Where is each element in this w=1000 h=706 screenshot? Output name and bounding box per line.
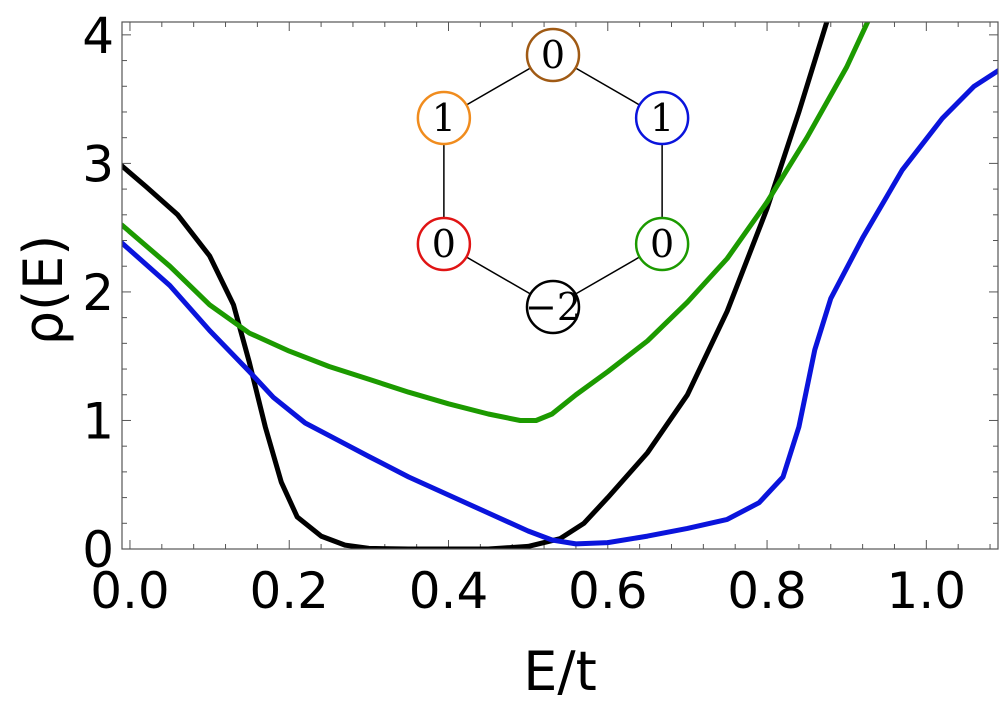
x-tick-label: 1.0 — [887, 562, 967, 620]
plot-frame — [121, 21, 999, 550]
series-line-3 — [122, 68, 998, 547]
hexagon-node — [416, 90, 472, 146]
x-axis-title: E/t — [523, 640, 597, 703]
y-tick-label: 0 — [82, 521, 114, 579]
hexagon-node — [634, 216, 690, 272]
hexagon-node-label: 0 — [650, 222, 674, 266]
hexagon-node-label: 1 — [650, 96, 674, 140]
x-tick-label: 0.2 — [249, 562, 329, 620]
hexagon-node — [634, 90, 690, 146]
x-tick-label: 0.4 — [409, 562, 489, 620]
y-tick-label: 1 — [82, 392, 114, 450]
hexagon-node-label: −2 — [525, 285, 581, 329]
x-tick-label: 0.8 — [727, 562, 807, 620]
y-tick-label: 3 — [82, 135, 114, 193]
hexagon-node — [525, 27, 581, 83]
hexagon-node-label: 1 — [432, 96, 456, 140]
x-tick-label: 0.0 — [90, 562, 170, 620]
hexagon-node-label: 0 — [432, 222, 456, 266]
hexagon-inset: 0 1 0 −2 0 1 — [416, 27, 690, 335]
hexagon-node-label: 0 — [541, 33, 565, 77]
y-tick-label: 4 — [82, 7, 114, 65]
series-layer — [122, 22, 998, 549]
hexagon-node — [525, 279, 581, 335]
x-tick-label: 0.6 — [568, 562, 648, 620]
series-line-1 — [122, 22, 830, 549]
y-tick-label: 2 — [82, 264, 114, 322]
y-axis-title: ρ(E) — [12, 235, 75, 346]
series-line-2 — [122, 22, 871, 423]
ticks-layer — [122, 22, 998, 550]
tick-labels-layer: 0.0 0.2 0.4 0.6 0.8 1.0 0 1 2 3 4 — [82, 7, 966, 620]
hexagon-node — [416, 216, 472, 272]
